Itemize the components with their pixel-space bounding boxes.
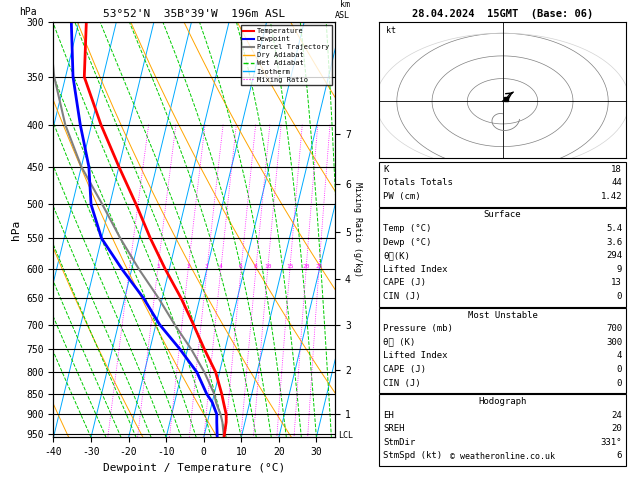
Text: Dewp (°C): Dewp (°C) [383,238,431,247]
Text: 1: 1 [156,264,160,270]
Text: 44: 44 [611,178,622,188]
Text: Hodograph: Hodograph [478,397,526,406]
Text: 28.04.2024  15GMT  (Base: 06): 28.04.2024 15GMT (Base: 06) [412,9,593,19]
Text: 3.6: 3.6 [606,238,622,247]
Text: 24: 24 [611,411,622,420]
Text: θᴇ (K): θᴇ (K) [383,338,415,347]
Text: Mixing Ratio (g/kg): Mixing Ratio (g/kg) [353,182,362,277]
Text: 1.42: 1.42 [601,192,622,201]
Text: 9: 9 [616,265,622,274]
Text: CIN (J): CIN (J) [383,292,421,301]
Text: km
ASL: km ASL [335,0,350,20]
Text: 4: 4 [219,264,223,270]
Text: Most Unstable: Most Unstable [467,311,537,320]
Text: CAPE (J): CAPE (J) [383,365,426,374]
Text: 20: 20 [303,264,310,270]
Text: LCL: LCL [338,431,353,440]
Text: 6: 6 [239,264,243,270]
Text: 53°52'N  35B°39'W  196m ASL: 53°52'N 35B°39'W 196m ASL [103,9,286,19]
Text: CIN (J): CIN (J) [383,379,421,388]
Text: SREH: SREH [383,424,404,434]
Text: 6: 6 [616,451,622,461]
Text: Temp (°C): Temp (°C) [383,224,431,233]
Text: 300: 300 [606,338,622,347]
Text: 4: 4 [616,351,622,361]
Text: 15: 15 [286,264,294,270]
Text: kt: kt [386,26,396,35]
Text: 294: 294 [606,251,622,260]
Text: 0: 0 [616,365,622,374]
Text: 20: 20 [611,424,622,434]
Text: Lifted Index: Lifted Index [383,265,447,274]
Text: © weatheronline.co.uk: © weatheronline.co.uk [450,452,555,461]
Legend: Temperature, Dewpoint, Parcel Trajectory, Dry Adiabat, Wet Adiabat, Isotherm, Mi: Temperature, Dewpoint, Parcel Trajectory… [241,25,331,86]
Text: 25: 25 [315,264,323,270]
Text: 8: 8 [254,264,258,270]
Text: 700: 700 [606,324,622,333]
Text: hPa: hPa [19,7,36,17]
Text: Lifted Index: Lifted Index [383,351,447,361]
Text: 0: 0 [616,379,622,388]
Text: 5.4: 5.4 [606,224,622,233]
Text: Surface: Surface [484,210,521,220]
X-axis label: Dewpoint / Temperature (°C): Dewpoint / Temperature (°C) [103,463,286,473]
Text: PW (cm): PW (cm) [383,192,421,201]
Text: EH: EH [383,411,394,420]
Y-axis label: hPa: hPa [11,220,21,240]
Text: StmSpd (kt): StmSpd (kt) [383,451,442,461]
Text: 0: 0 [616,292,622,301]
Text: Totals Totals: Totals Totals [383,178,453,188]
Text: 10: 10 [264,264,272,270]
Text: 18: 18 [611,165,622,174]
Text: CAPE (J): CAPE (J) [383,278,426,288]
Text: Pressure (mb): Pressure (mb) [383,324,453,333]
Text: 13: 13 [611,278,622,288]
Text: StmDir: StmDir [383,438,415,447]
Text: 3: 3 [205,264,209,270]
Text: θᴇ(K): θᴇ(K) [383,251,410,260]
Text: 331°: 331° [601,438,622,447]
Text: K: K [383,165,388,174]
Text: 2: 2 [186,264,190,270]
